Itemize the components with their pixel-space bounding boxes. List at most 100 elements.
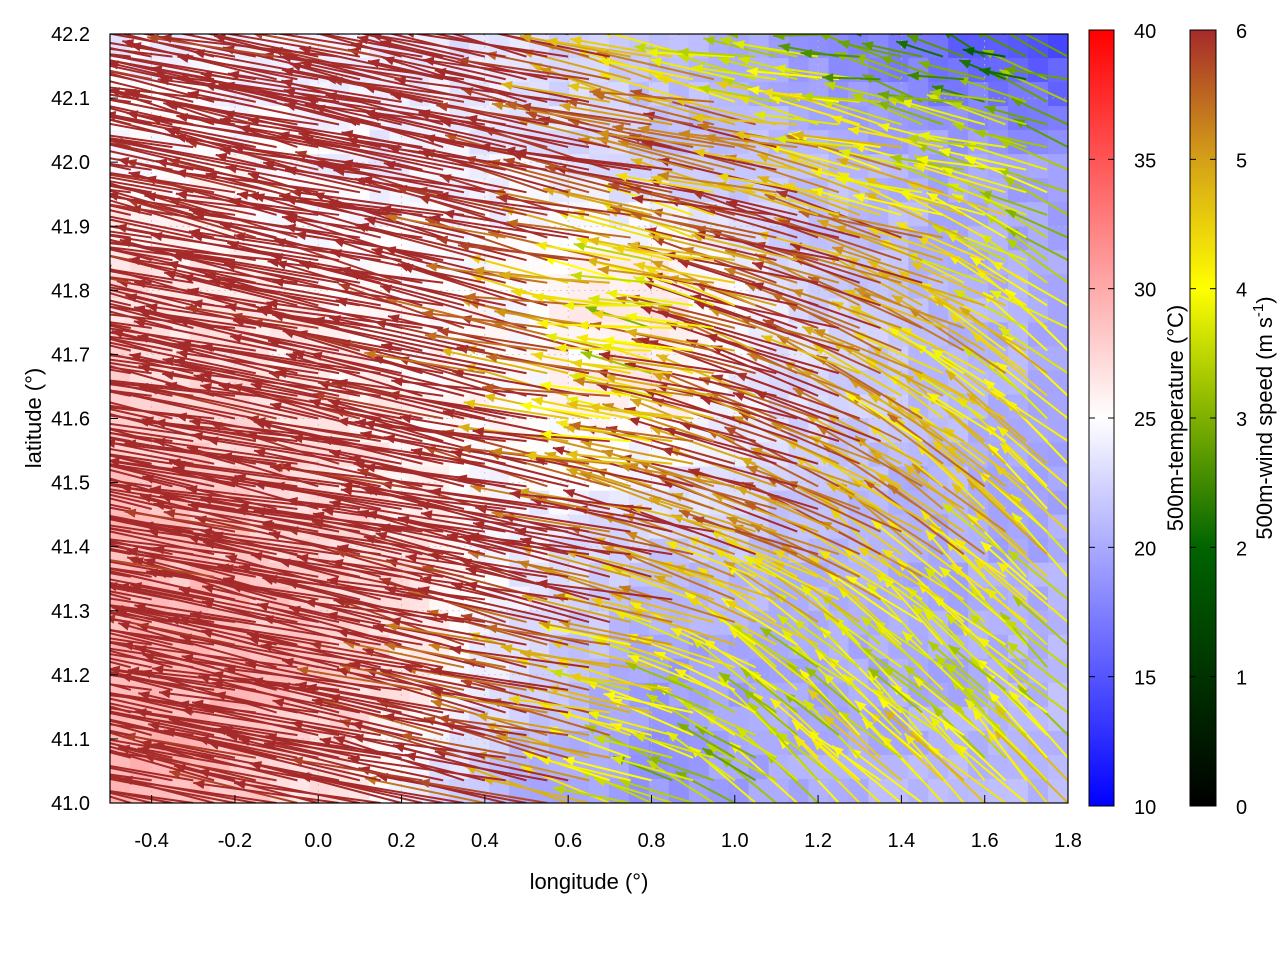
wind-arrow	[110, 281, 111, 283]
temperature-cell	[1028, 514, 1050, 540]
x-tick-label: 0.4	[471, 830, 499, 852]
wind-arrow	[165, 34, 173, 35]
temperature-cell	[768, 346, 790, 372]
temperature-cell	[688, 610, 710, 636]
wind-arrow	[927, 640, 986, 691]
y-tick-label: 41.4	[51, 537, 90, 559]
y-tick-label: 41.0	[51, 793, 90, 815]
temperature-cell	[1048, 82, 1068, 108]
wind-arrow	[520, 34, 527, 35]
wind-arrow	[110, 637, 152, 646]
temperature-colorbar-label: 500m-temperature (°C)	[1163, 305, 1188, 531]
wind-arrow	[994, 705, 1068, 782]
wind-arrow	[786, 661, 840, 714]
temperature-cell	[1028, 538, 1050, 564]
y-tick-label: 41.8	[51, 280, 90, 302]
wind-tick-label: 6	[1236, 21, 1247, 43]
temperature-tick-label: 40	[1134, 21, 1156, 43]
wind-arrow	[866, 582, 923, 646]
wind-arrow	[618, 778, 694, 803]
temperature-cell	[1048, 754, 1068, 780]
temperature-tick-label: 25	[1134, 409, 1156, 431]
temperature-cell	[1008, 34, 1030, 60]
temperature-cell	[688, 682, 710, 708]
wind-arrow	[793, 735, 861, 803]
wind-arrow	[604, 34, 610, 35]
temperature-cell	[888, 754, 910, 780]
temperature-cell	[1028, 226, 1050, 252]
wind-arrow	[552, 785, 631, 803]
wind-arrow	[550, 669, 631, 691]
temperature-cell	[1028, 202, 1050, 228]
wind-arrow	[804, 666, 861, 714]
wind-arrow	[384, 641, 506, 669]
wind-arrow	[674, 668, 757, 714]
temperature-cell	[1008, 610, 1030, 636]
wind-arrow	[584, 34, 589, 35]
wind-arrow	[883, 709, 965, 782]
temperature-cell	[209, 466, 231, 492]
temperature-cell	[1028, 658, 1050, 684]
wind-arrow	[476, 712, 590, 737]
wind-tick-label: 2	[1236, 538, 1247, 560]
wind-arrow	[945, 613, 1007, 669]
y-tick-label: 41.2	[51, 665, 90, 687]
temperature-cell	[928, 58, 950, 84]
wind-arrow	[666, 674, 736, 714]
wind-arrow	[355, 34, 360, 35]
wind-arrow	[385, 622, 506, 646]
wind-arrow	[233, 779, 381, 803]
wind-arrow	[110, 632, 257, 669]
wind-arrow	[593, 735, 673, 759]
temperature-cell	[1008, 130, 1030, 156]
wind-arrow	[110, 78, 111, 80]
wind-arrow	[961, 34, 964, 35]
wind-arrow	[397, 34, 402, 35]
temperature-cell	[948, 130, 970, 156]
temperature-cell	[928, 778, 950, 803]
wind-arrow	[822, 714, 903, 782]
wind-arrow	[728, 626, 798, 691]
wind-arrow	[110, 666, 111, 668]
wind-arrow	[158, 688, 319, 714]
temperature-cell	[948, 106, 970, 132]
wind-arrow	[697, 34, 714, 35]
wind-arrow	[730, 624, 798, 669]
temperature-cell	[1028, 730, 1050, 756]
wind-arrow	[791, 719, 861, 782]
wind-arrow	[110, 742, 173, 759]
y-tick-label: 41.3	[51, 601, 90, 623]
wind-arrow	[783, 691, 840, 736]
wind-arrow	[110, 749, 215, 782]
temperature-cell	[1028, 346, 1050, 372]
temperature-cell	[549, 610, 571, 636]
temperature-cell	[1028, 130, 1050, 156]
wind-arrow	[110, 610, 173, 624]
temperature-cell	[968, 778, 990, 803]
temperature-cell	[888, 250, 910, 276]
temperature-cell	[908, 106, 930, 132]
wind-arrow	[449, 645, 590, 669]
temperature-cell	[828, 754, 850, 780]
wind-arrow	[110, 462, 111, 464]
temperature-cell	[1048, 202, 1068, 228]
temperature-cell	[1008, 778, 1030, 803]
wind-arrow	[334, 34, 340, 35]
wind-arrow	[110, 598, 111, 600]
wind-arrow	[438, 34, 444, 35]
wind-arrow	[110, 628, 173, 646]
wind-arrow	[562, 756, 652, 782]
temperature-cell	[868, 634, 890, 660]
wind-tick-label: 5	[1236, 150, 1247, 172]
wind-arrow	[110, 790, 173, 803]
wind-arrow	[971, 708, 1028, 781]
temperature-cell	[1048, 634, 1068, 660]
wind-arrow	[457, 34, 465, 35]
x-tick-label: 1.6	[971, 830, 999, 852]
wind-arrow	[229, 34, 235, 35]
temperature-cell	[608, 490, 630, 516]
wind-arrow	[110, 750, 152, 759]
wind-arrow	[110, 647, 236, 669]
wind-arrow	[955, 743, 1027, 803]
x-tick-label: -0.4	[134, 830, 168, 852]
